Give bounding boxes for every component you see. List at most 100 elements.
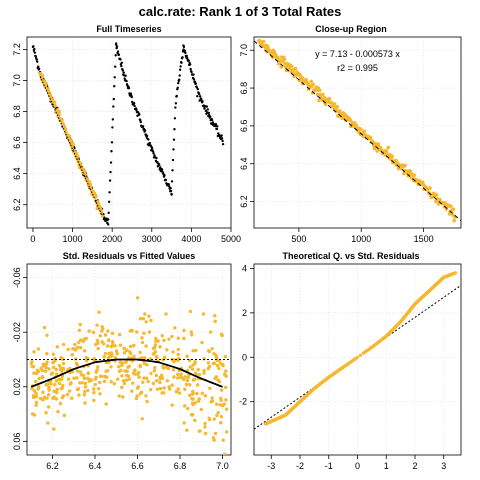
data-point [82,349,87,353]
data-point [220,333,224,338]
data-point [104,369,108,373]
data-point [176,352,180,357]
data-point [109,170,112,174]
data-point [192,78,196,81]
qq-ytick-label-3: 4 [242,263,247,273]
data-point [34,379,38,384]
data-point [138,317,143,321]
data-point [103,351,108,356]
plot-full: 0 1000 2000 3000 4000 5000 6.2 6.4 6.6 6.8 7.0 7.2 [12,36,241,244]
full-ytick-label-1: 6.4 [12,167,22,180]
data-point [200,340,204,345]
data-point [30,360,34,364]
full-ytick-label-2: 6.6 [12,136,22,149]
data-point [110,331,115,336]
data-point [60,395,65,400]
data-point [156,339,160,343]
data-point [96,201,101,206]
data-point [77,393,81,397]
data-point [173,117,177,120]
data-point [75,152,79,156]
closeup-ytick-label-2: 6.6 [239,120,249,133]
data-point [266,46,270,50]
data-point [203,421,207,426]
full-xtick-label-0: 0 [30,234,35,244]
data-point [176,347,180,352]
data-point [97,310,101,314]
data-point [113,76,116,79]
data-point [164,178,168,182]
data-point [135,386,140,390]
data-point [150,147,154,150]
data-point [176,372,180,377]
data-point [61,383,65,388]
data-point [144,344,148,348]
data-point [127,87,131,90]
data-point [151,381,156,386]
data-point [215,363,220,368]
data-point [170,403,174,407]
data-point [143,312,147,316]
data-point [72,376,76,380]
data-point [139,120,142,124]
data-point [132,371,136,375]
data-point [167,337,171,341]
data-point [98,392,102,396]
data-point [110,339,115,344]
data-point [177,81,180,85]
data-point [109,365,113,369]
data-point [133,104,136,108]
resid_fitted-xtick-label-3: 6.8 [174,461,187,471]
data-point [185,354,189,358]
panel-title-closeup: Close-up Region [315,24,387,34]
data-point [125,348,129,352]
qq-ytick-label-2: 2 [242,308,247,318]
data-point [37,376,41,381]
data-point [82,393,86,397]
data-point [186,375,190,380]
data-point [149,371,153,376]
data-point [182,328,186,333]
data-point [59,355,63,360]
data-point [36,347,41,351]
data-point [120,363,124,368]
data-point [87,329,91,333]
data-point [138,350,142,355]
data-point [177,78,181,81]
data-point [358,353,363,357]
qq-xtick-label-6: 3 [441,461,446,471]
data-point [223,354,227,359]
data-point [215,127,219,131]
data-point [198,429,202,433]
data-point [30,386,34,391]
data-point [67,389,72,393]
data-point [36,65,40,68]
data-point [220,137,224,140]
data-point [70,396,74,400]
data-point [33,47,36,51]
data-point [189,330,193,334]
full-ytick-label-0: 6.2 [12,198,22,211]
data-point [107,351,111,356]
data-point [185,378,190,383]
data-point [107,200,111,203]
data-point [163,174,166,177]
data-point [50,371,55,375]
data-point [323,102,328,107]
data-point [176,376,180,380]
full-xtick-label-4: 4000 [181,234,201,244]
data-point [117,332,122,337]
data-point [182,404,187,408]
data-point [78,322,82,327]
data-point [191,389,195,394]
data-point [184,51,187,55]
data-point [193,418,197,423]
data-point [45,351,49,356]
full-xtick-label-2: 2000 [102,234,122,244]
data-point [106,329,110,333]
data-point [95,323,99,327]
data-point [165,348,169,352]
data-point [194,82,198,85]
data-point [177,391,182,395]
